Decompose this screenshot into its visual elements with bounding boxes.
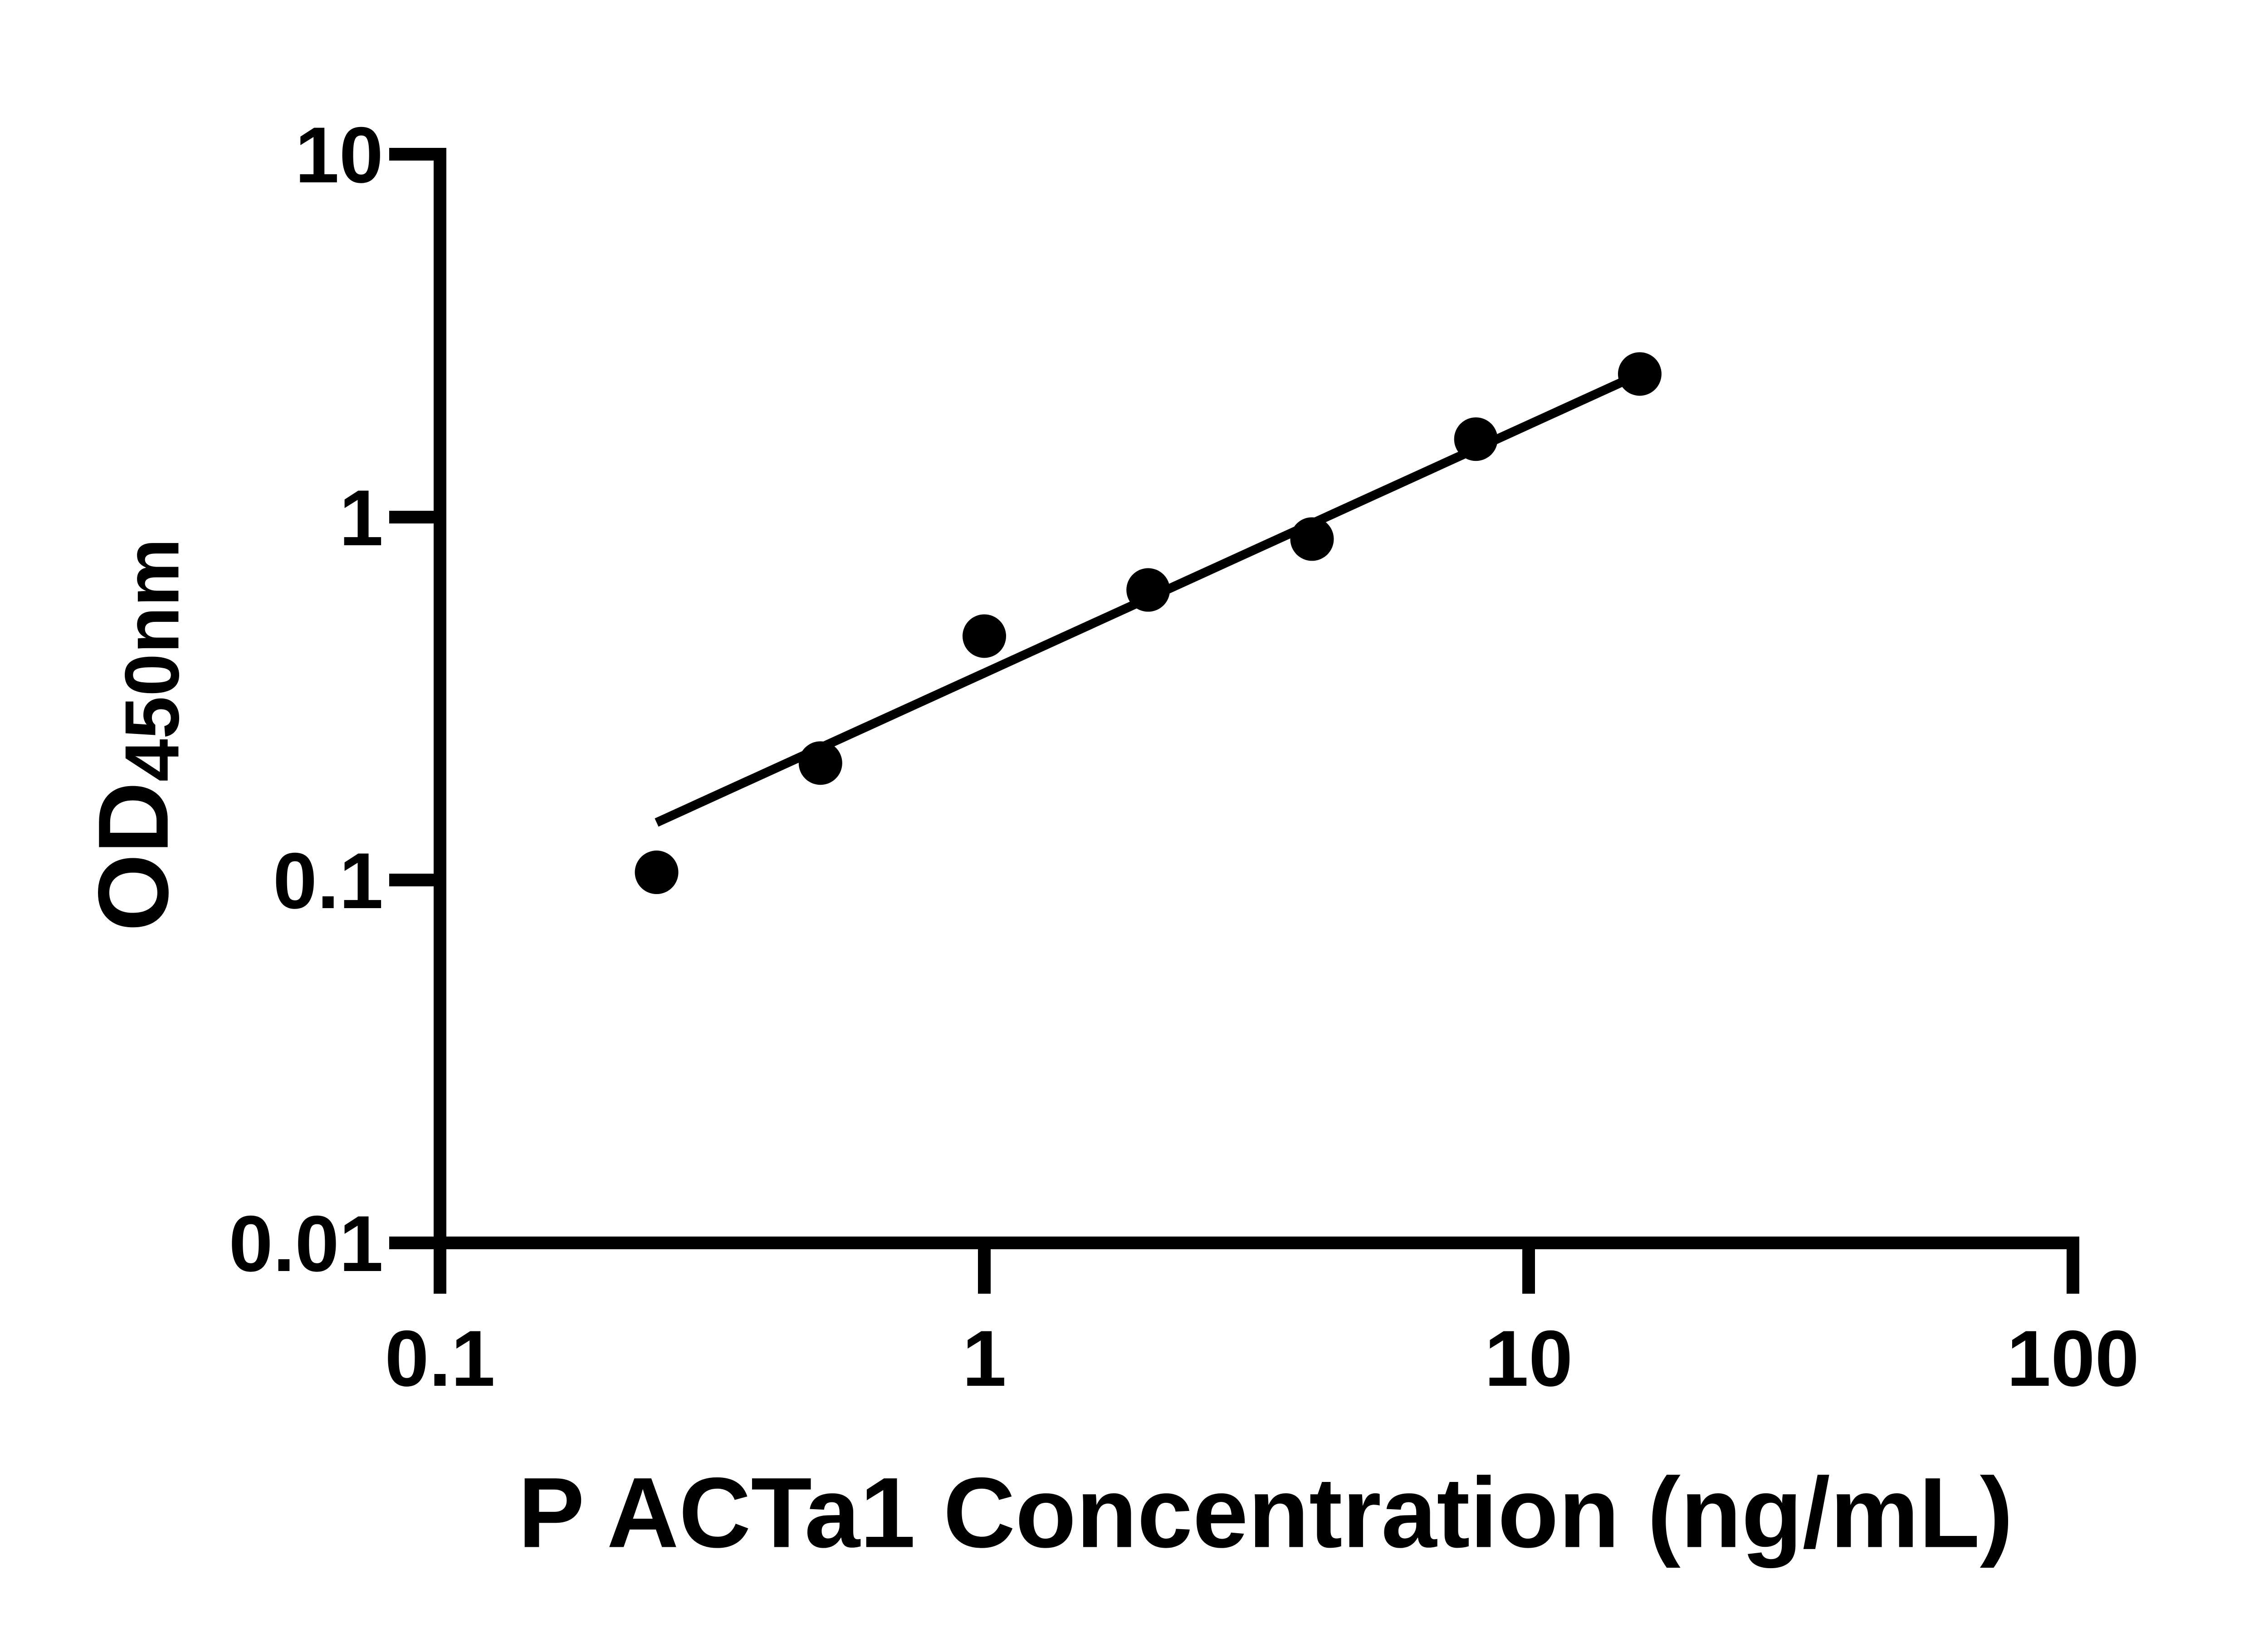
- y-tick-label: 0.01: [229, 1200, 383, 1288]
- y-tick-label: 0.1: [273, 837, 383, 925]
- x-tick-label: 1: [962, 1315, 1006, 1403]
- y-tick-label: 1: [339, 474, 383, 562]
- data-point: [1618, 352, 1662, 396]
- data-point: [1454, 417, 1498, 461]
- x-tick-label: 10: [1485, 1315, 1573, 1403]
- x-tick-label: 0.1: [385, 1315, 495, 1403]
- data-point: [1126, 568, 1170, 612]
- y-axis-title-subscript: 450nm: [109, 538, 195, 782]
- data-point: [963, 614, 1006, 658]
- x-axis-title: P ACTa1 Concentration (ng/mL): [518, 1457, 2014, 1569]
- y-axis-title-base: OD: [77, 782, 189, 932]
- y-tick-label: 10: [295, 111, 383, 200]
- data-point: [1290, 517, 1334, 561]
- data-point: [798, 741, 842, 785]
- y-axis-title: OD450nm: [76, 538, 196, 932]
- data-point: [635, 851, 679, 895]
- x-tick-label: 100: [2007, 1315, 2139, 1403]
